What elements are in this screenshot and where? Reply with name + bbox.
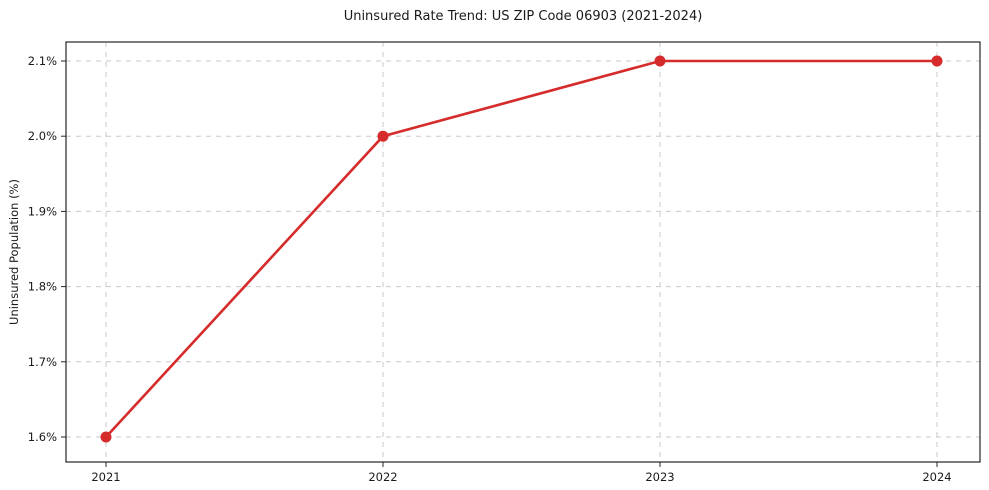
- x-tick-label: 2022: [368, 470, 397, 484]
- data-point-2021: [100, 431, 112, 443]
- y-tick-label: 1.6%: [28, 430, 57, 444]
- x-tick-label: 2024: [922, 470, 951, 484]
- trend-line: [104, 59, 939, 439]
- y-tick-label: 2.0%: [28, 129, 57, 143]
- y-tick-label: 1.9%: [28, 204, 57, 218]
- y-tick-label: 1.7%: [28, 355, 57, 369]
- y-tick-label: 1.8%: [28, 280, 57, 294]
- data-point-2022: [377, 130, 389, 142]
- y-tick-label: 2.1%: [28, 54, 57, 68]
- data-point-2024: [931, 55, 943, 67]
- plot-frame: [65, 41, 981, 463]
- x-tick-label: 2023: [645, 470, 674, 484]
- chart-title: Uninsured Rate Trend: US ZIP Code 06903 …: [343, 9, 703, 24]
- data-point-2023: [654, 55, 666, 67]
- x-tick-label: 2021: [91, 470, 120, 484]
